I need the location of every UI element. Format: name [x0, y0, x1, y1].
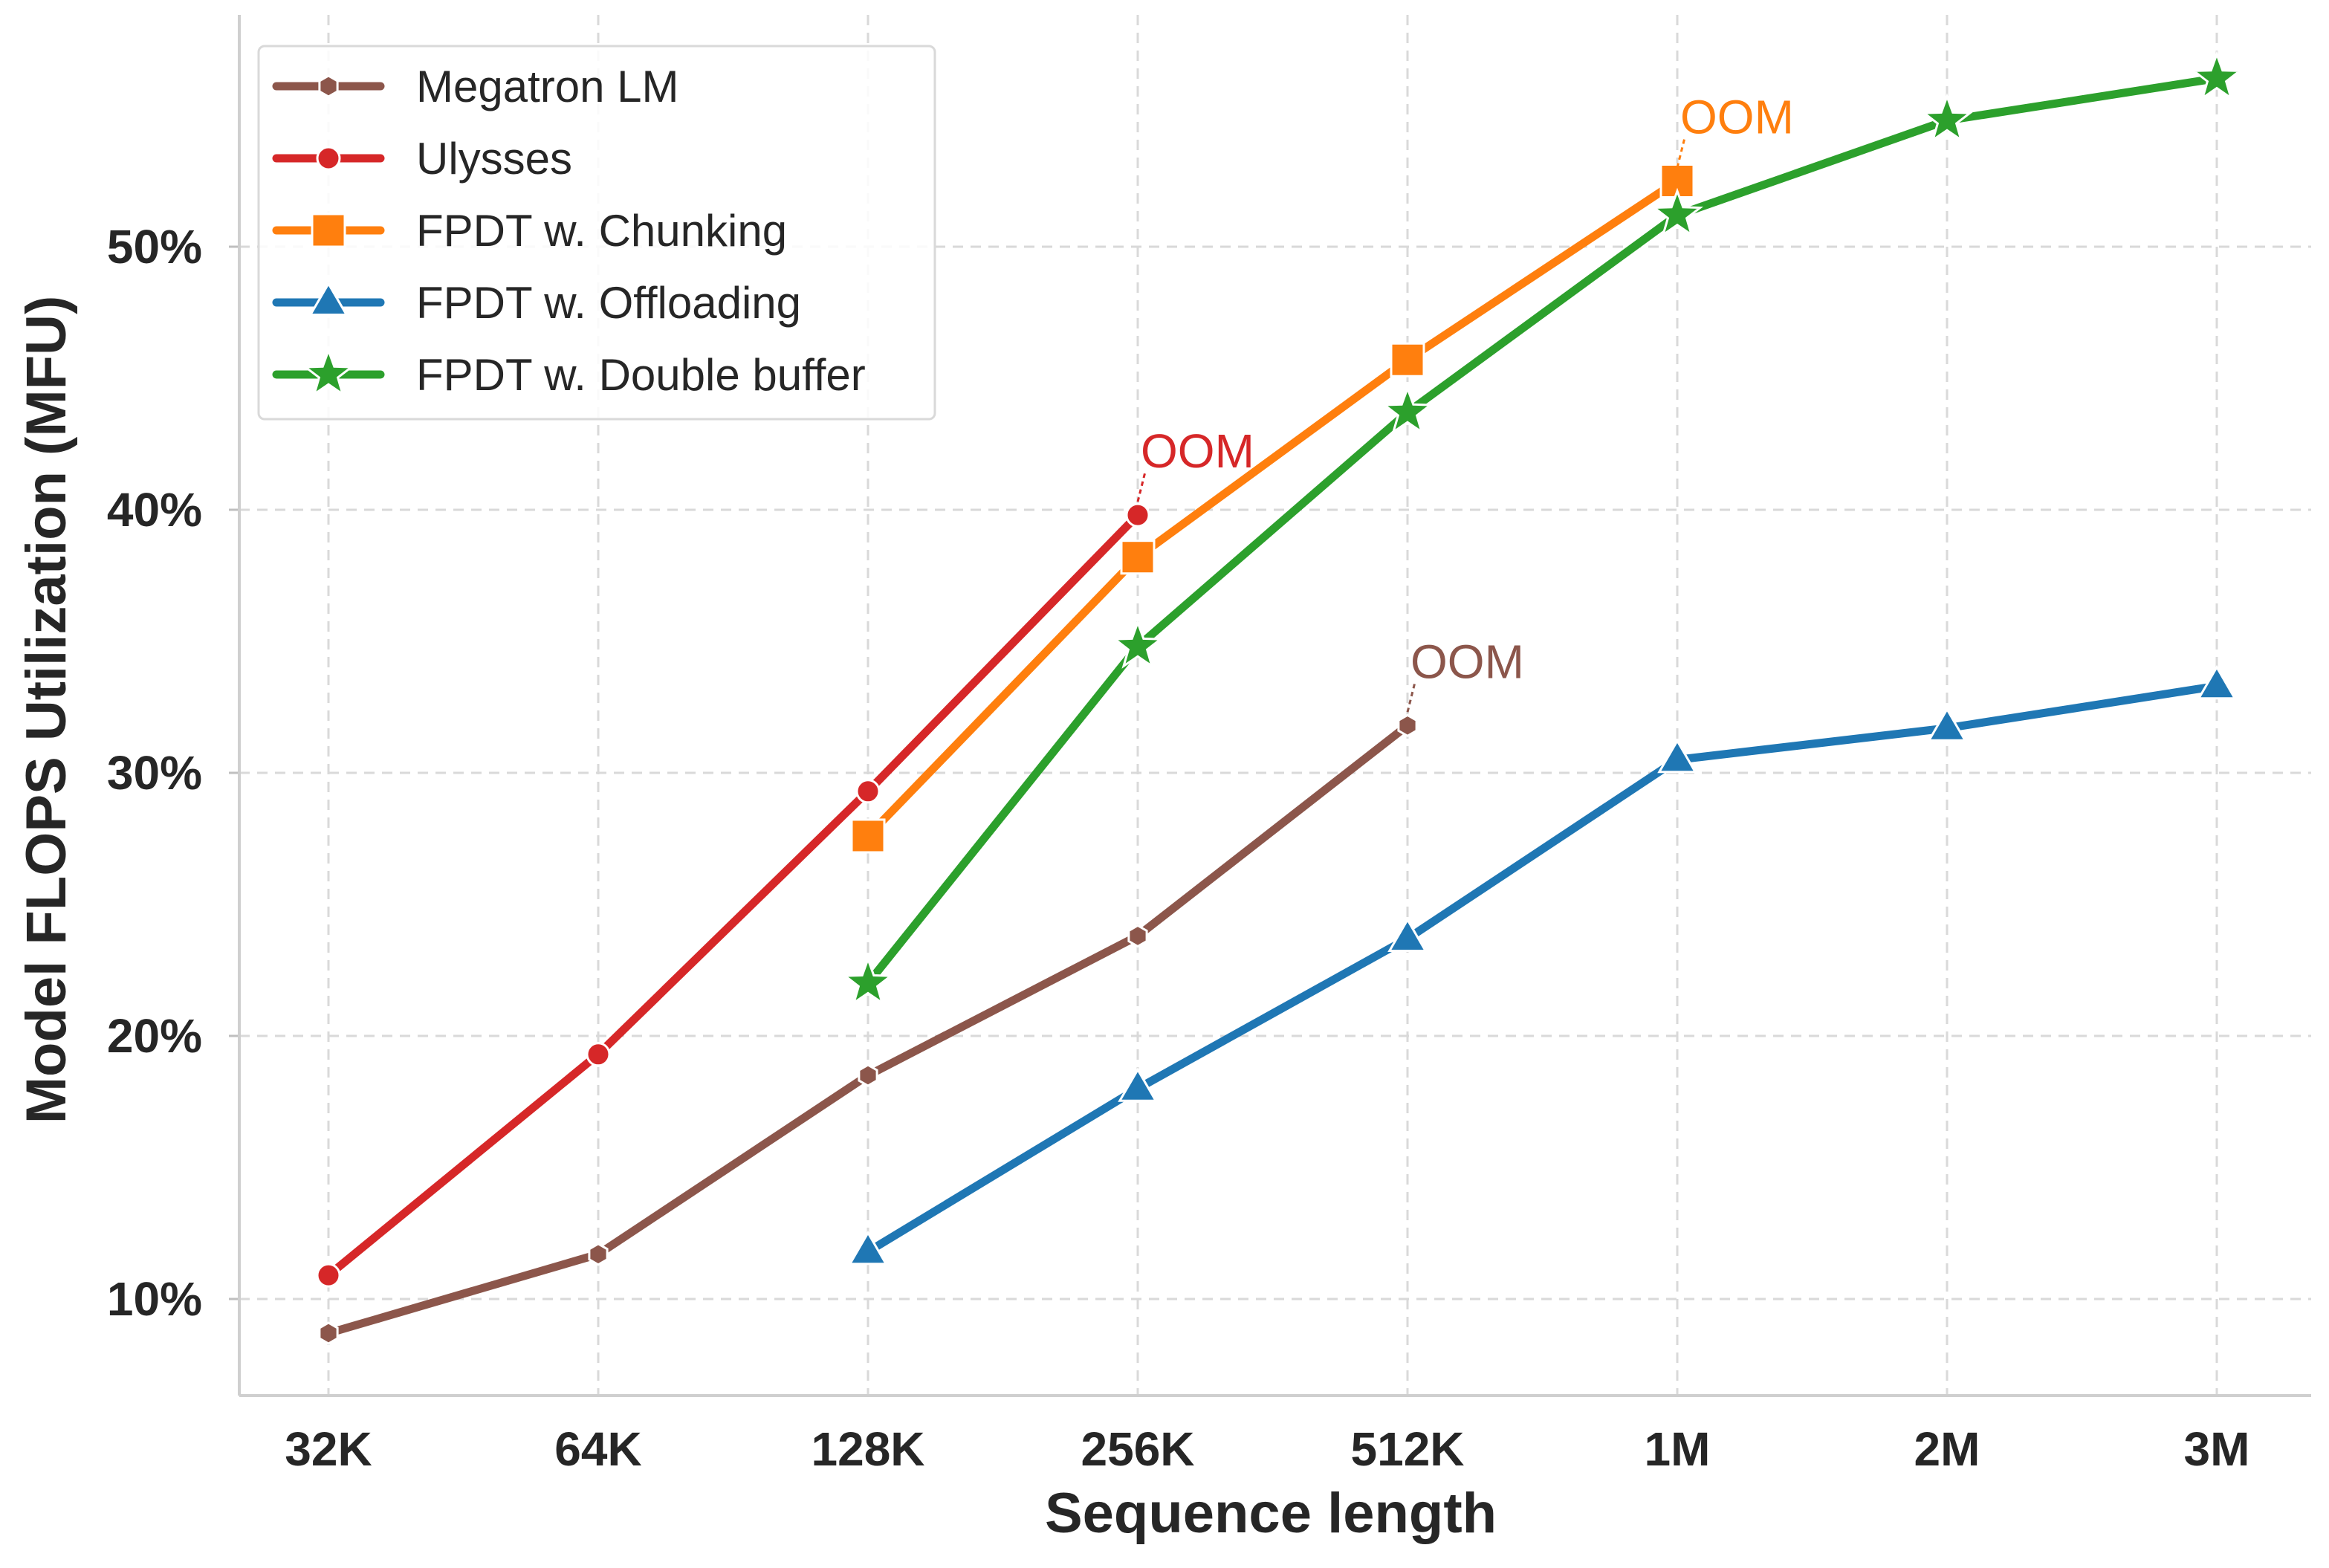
series-line: [864, 681, 2221, 1256]
data-point: [1111, 619, 1164, 669]
x-tick-label: 2M: [1914, 1422, 1980, 1476]
series-megatron-lm: [318, 713, 1418, 1345]
data-point: [318, 1321, 339, 1345]
series-fpdt-w-chunking: [850, 163, 1695, 854]
data-point: [848, 1231, 888, 1266]
data-point: [1387, 917, 1428, 952]
series-line: [864, 74, 2221, 988]
series-layer: [316, 51, 2244, 1345]
data-point: [1927, 707, 1967, 742]
y-tick-label: 20%: [107, 1009, 202, 1063]
legend-item: FPDT w. Double buffer: [272, 347, 866, 400]
series-ulysses: [316, 502, 1150, 1288]
x-tick-label: 32K: [285, 1422, 372, 1476]
x-tick-label: 256K: [1081, 1422, 1195, 1476]
data-point: [1920, 93, 1974, 143]
x-tick-label: 1M: [1645, 1422, 1711, 1476]
legend: Megatron LM Ulysses FPDT w. Chunking FPDT w…: [257, 45, 936, 421]
series-fpdt-w-offloading: [848, 664, 2237, 1266]
oom-leader: [1406, 681, 1416, 713]
data-point: [1397, 713, 1418, 738]
x-tick-label: 3M: [2184, 1422, 2250, 1476]
data-point: [1381, 385, 1434, 435]
legend-item: FPDT w. Offloading: [272, 278, 801, 328]
x-tick-label: 128K: [812, 1422, 925, 1476]
data-point: [858, 1063, 878, 1087]
x-axis-title: Sequence length: [1045, 1482, 1497, 1545]
oom-annotation: OOM: [1141, 424, 1254, 478]
y-tick-label: 40%: [107, 483, 202, 537]
data-point: [841, 956, 895, 1005]
data-point: [850, 818, 886, 854]
series-fpdt-w-double-buffer: [841, 51, 2244, 1005]
legend-label: Megatron LM: [416, 62, 679, 111]
legend-label: FPDT w. Offloading: [416, 278, 801, 328]
oom-annotation: OOM: [1410, 635, 1524, 688]
axes: 32K 64K 128K 256K 512K 1M 2M 3M 10% 20% 30% 40% 50%: [107, 15, 2311, 1476]
data-point: [1390, 342, 1425, 378]
oom-leader: [1136, 471, 1147, 502]
legend-marker: [308, 281, 349, 316]
data-point: [1127, 924, 1148, 948]
legend-item: FPDT w. Chunking: [272, 206, 787, 256]
oom-leader: [1676, 137, 1686, 168]
data-point: [588, 1243, 609, 1266]
legend-marker: [318, 74, 339, 98]
data-point: [1118, 1067, 1158, 1102]
series-line: [324, 511, 1142, 1280]
legend-label: Ulysses: [416, 134, 572, 184]
legend-marker: [302, 347, 355, 397]
data-point: [2190, 51, 2244, 101]
legend-marker: [311, 213, 346, 248]
legend-item: Megatron LM: [272, 62, 679, 111]
data-point: [2197, 664, 2237, 700]
legend-box: [257, 45, 936, 421]
y-tick-label: 50%: [107, 220, 202, 273]
data-point: [1657, 739, 1697, 774]
oom-annotation: OOM: [1680, 91, 1794, 144]
series-line: [864, 177, 1682, 840]
data-point: [1651, 187, 1704, 238]
data-point: [855, 779, 881, 804]
data-point: [1120, 540, 1156, 575]
legend-label: FPDT w. Double buffer: [416, 350, 866, 400]
y-tick-label: 10%: [107, 1272, 202, 1326]
legend-label: FPDT w. Chunking: [416, 206, 787, 256]
legend-item: Ulysses: [272, 134, 572, 184]
x-tick-label: 512K: [1351, 1422, 1465, 1476]
y-tick-label: 30%: [107, 746, 202, 800]
x-tick-label: 64K: [554, 1422, 641, 1476]
data-point: [1125, 502, 1150, 528]
y-axis-title: Model FLOPS Utilization (MFU): [15, 296, 78, 1124]
annotations: OOM OOM OOM: [1136, 91, 1794, 713]
data-point: [586, 1042, 611, 1067]
legend-marker: [316, 146, 341, 171]
data-point: [316, 1263, 341, 1288]
